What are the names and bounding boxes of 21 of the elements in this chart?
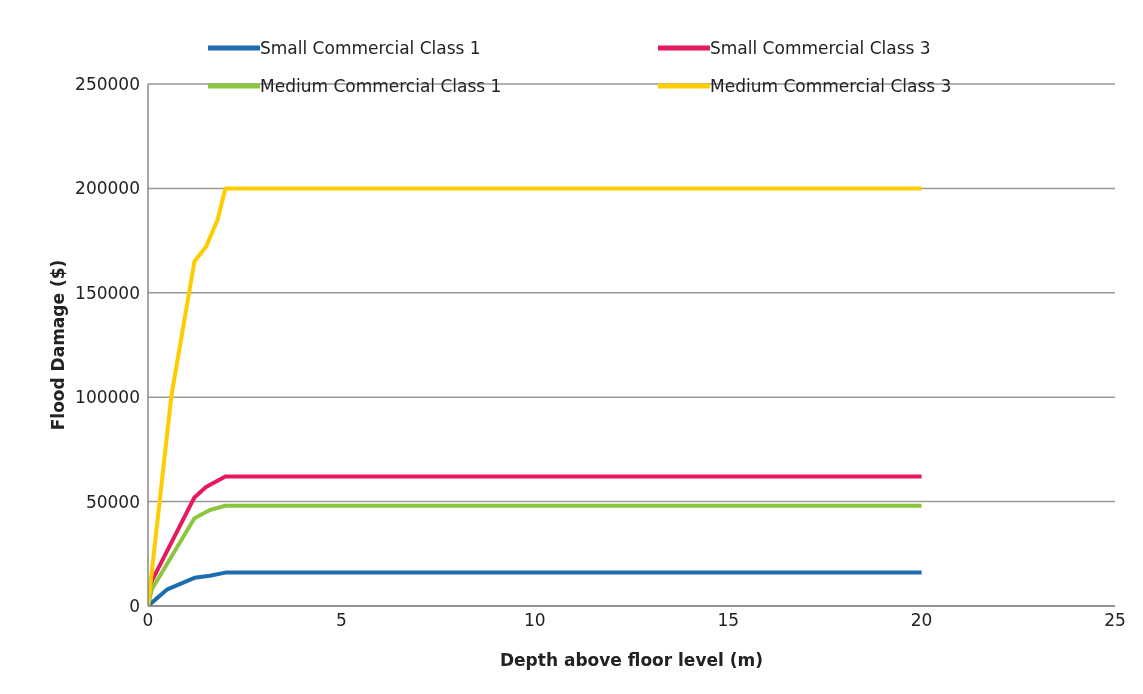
y-tick-label: 100000: [75, 387, 140, 408]
legend-label: Medium Commercial Class 1: [260, 76, 502, 96]
legend-label: Medium Commercial Class 3: [710, 76, 952, 96]
y-tick-label: 50000: [85, 491, 140, 512]
line-series: [148, 186, 924, 606]
line-series: [148, 570, 924, 606]
legend-label: Small Commercial Class 1: [260, 38, 481, 58]
y-tick-label: 0: [129, 596, 140, 617]
y-tick-label: 250000: [75, 74, 140, 95]
x-tick-label: 25: [1104, 610, 1126, 631]
x-axis-title: Depth above floor level (m): [499, 650, 764, 670]
x-tick-label: 20: [910, 610, 933, 631]
y-tick-label: 200000: [75, 178, 140, 199]
x-tick-label: 5: [335, 610, 347, 631]
x-tick-label: 0: [142, 610, 154, 631]
x-tick-label: 15: [717, 610, 740, 631]
legend-label: Small Commercial Class 3: [710, 38, 931, 58]
x-tick-label: 10: [523, 610, 546, 631]
y-axis-title: Flood Damage ($): [48, 259, 69, 431]
line-series: [148, 503, 924, 606]
y-tick-label: 150000: [75, 282, 140, 303]
